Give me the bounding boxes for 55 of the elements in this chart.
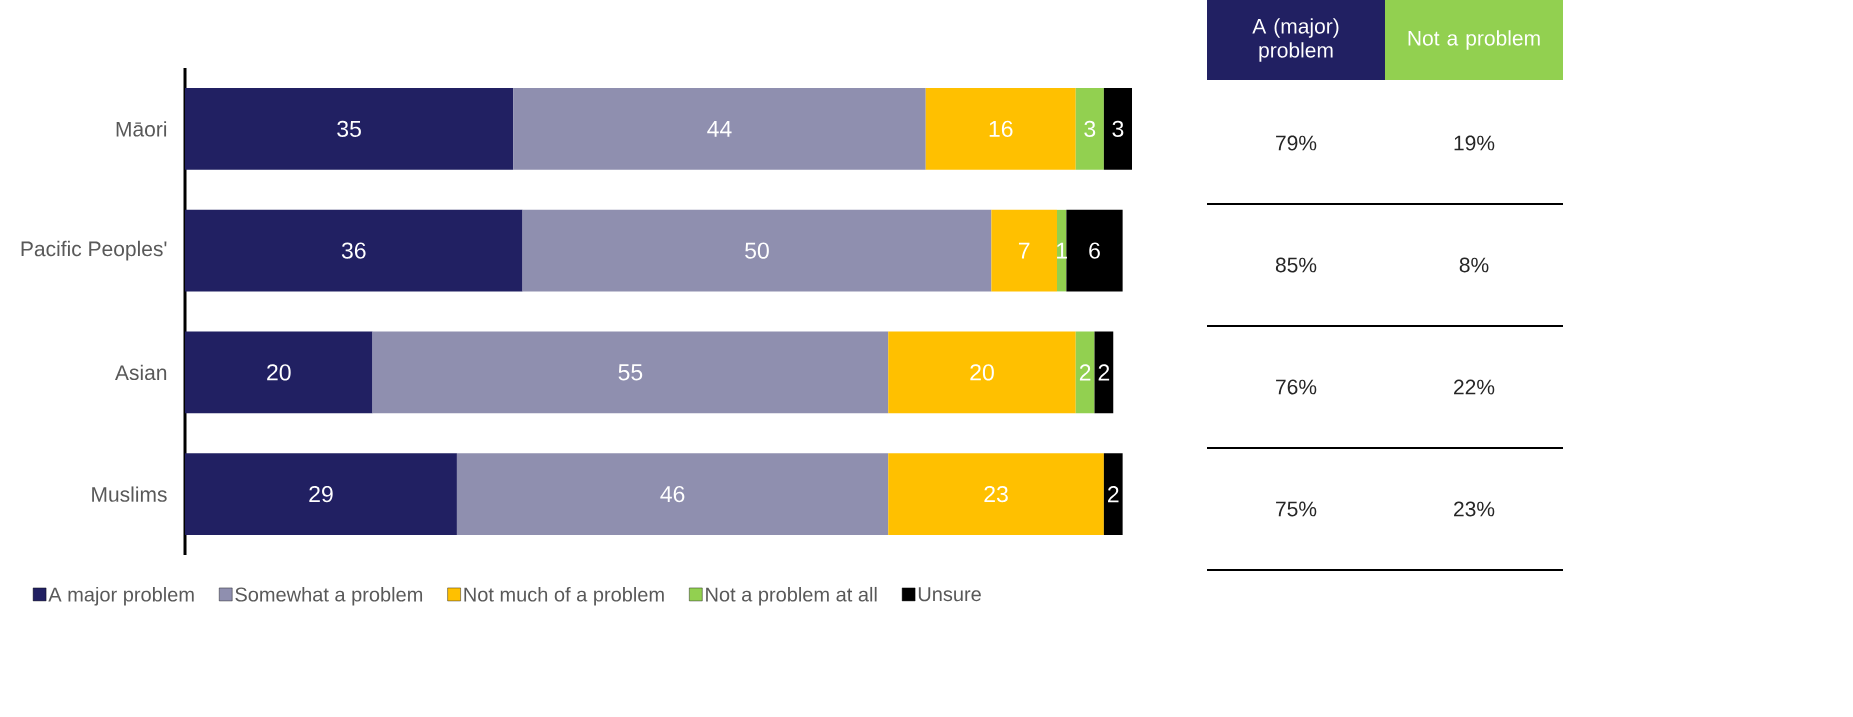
y-tick-label: Asian <box>115 364 167 381</box>
legend-label: Somewhat a problem <box>235 586 423 606</box>
data-label: 50 <box>745 242 769 259</box>
data-label: 6 <box>1089 242 1100 259</box>
text: 85% <box>1275 257 1317 273</box>
data-label: 16 <box>989 120 1013 138</box>
y-tick-label: Māori <box>116 121 167 137</box>
data-label: 2 <box>1098 364 1110 381</box>
text: 79% <box>1276 135 1317 151</box>
data-label: 2 <box>1108 486 1119 503</box>
bar <box>1075 331 1095 414</box>
y-tick-label: Muslims <box>92 486 167 502</box>
bar <box>1103 88 1132 170</box>
bar <box>1094 331 1114 414</box>
bar <box>1075 88 1104 170</box>
text: 76% <box>1276 379 1317 395</box>
bar <box>991 209 1057 292</box>
data-label: 3 <box>1112 120 1124 138</box>
data-label: 20 <box>970 364 994 381</box>
text: 23% <box>1454 501 1495 517</box>
data-label: 20 <box>267 364 291 381</box>
legend-label: Not a problem at all <box>706 586 877 606</box>
bar <box>456 453 889 535</box>
data-label: 23 <box>984 485 1008 503</box>
data-label: 3 <box>1084 120 1096 138</box>
data-label: 35 <box>337 120 361 138</box>
text: 22% <box>1454 379 1495 395</box>
legend-label: Unsure <box>918 587 981 602</box>
bar <box>185 209 523 292</box>
bar <box>1066 209 1123 292</box>
bar <box>888 453 1104 535</box>
data-label: 2 <box>1079 364 1091 381</box>
text: 8% <box>1459 257 1489 273</box>
data-label: 46 <box>660 485 685 503</box>
data-label: 55 <box>618 364 643 381</box>
bar <box>513 88 926 170</box>
text: 75% <box>1276 501 1317 517</box>
text: Not a problem <box>1408 30 1540 50</box>
y-tick-label: Pacific Peoples' <box>21 240 167 261</box>
bar <box>185 331 373 414</box>
data-label: 7 <box>1018 242 1030 259</box>
bar <box>185 453 457 535</box>
bar <box>522 209 992 292</box>
text: A (major) problem <box>1252 18 1339 62</box>
text: 19% <box>1454 135 1495 151</box>
bar <box>888 331 1076 414</box>
bar <box>925 88 1076 170</box>
data-label: 44 <box>707 120 732 137</box>
data-label: 36 <box>341 242 366 259</box>
bar <box>1103 453 1123 535</box>
legend-label: A major problem <box>48 586 194 606</box>
bar <box>372 331 889 414</box>
bar <box>185 88 514 170</box>
data-label: 29 <box>309 485 333 503</box>
legend-label: Not much of a problem <box>464 586 664 606</box>
